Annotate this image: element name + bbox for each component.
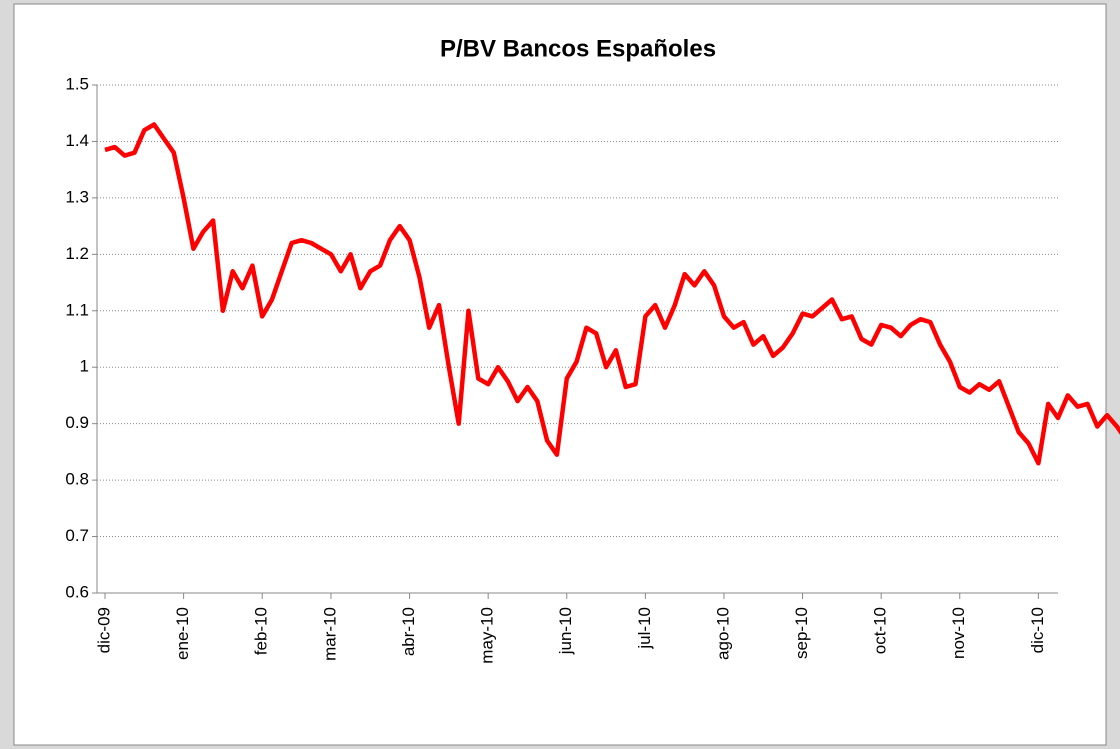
- y-tick-label: 0.7: [65, 526, 89, 545]
- x-tick-label: jul-10: [635, 607, 654, 650]
- x-tick-label: feb-10: [252, 607, 271, 655]
- x-tick-label: nov-10: [949, 607, 968, 659]
- y-tick-label: 1.1: [65, 300, 89, 319]
- x-tick-label: may-10: [478, 607, 497, 664]
- x-tick-label: oct-10: [871, 607, 890, 654]
- x-tick-label: dic-10: [1028, 607, 1047, 653]
- y-tick-label: 0.9: [65, 413, 89, 432]
- x-tick-label: ago-10: [713, 607, 732, 660]
- y-tick-label: 1.4: [65, 131, 89, 150]
- y-tick-label: 0.8: [65, 470, 89, 489]
- y-tick-label: 1.3: [65, 187, 89, 206]
- x-tick-label: ene-10: [173, 607, 192, 660]
- chart-frame: [13, 3, 1107, 746]
- x-tick-label: dic-09: [94, 607, 113, 653]
- line-series: [104, 122, 1120, 466]
- x-tick-label: abr-10: [399, 607, 418, 656]
- y-tick-label: 0.6: [65, 582, 89, 601]
- x-tick-label: sep-10: [792, 607, 811, 659]
- y-tick-label: 1.2: [65, 244, 89, 263]
- chart-title: P/BV Bancos Españoles: [440, 35, 716, 62]
- y-tick-label: 1: [80, 357, 89, 376]
- x-tick-label: mar-10: [320, 607, 339, 661]
- y-tick-label: 1.5: [65, 74, 89, 93]
- x-tick-label: jun-10: [556, 607, 575, 655]
